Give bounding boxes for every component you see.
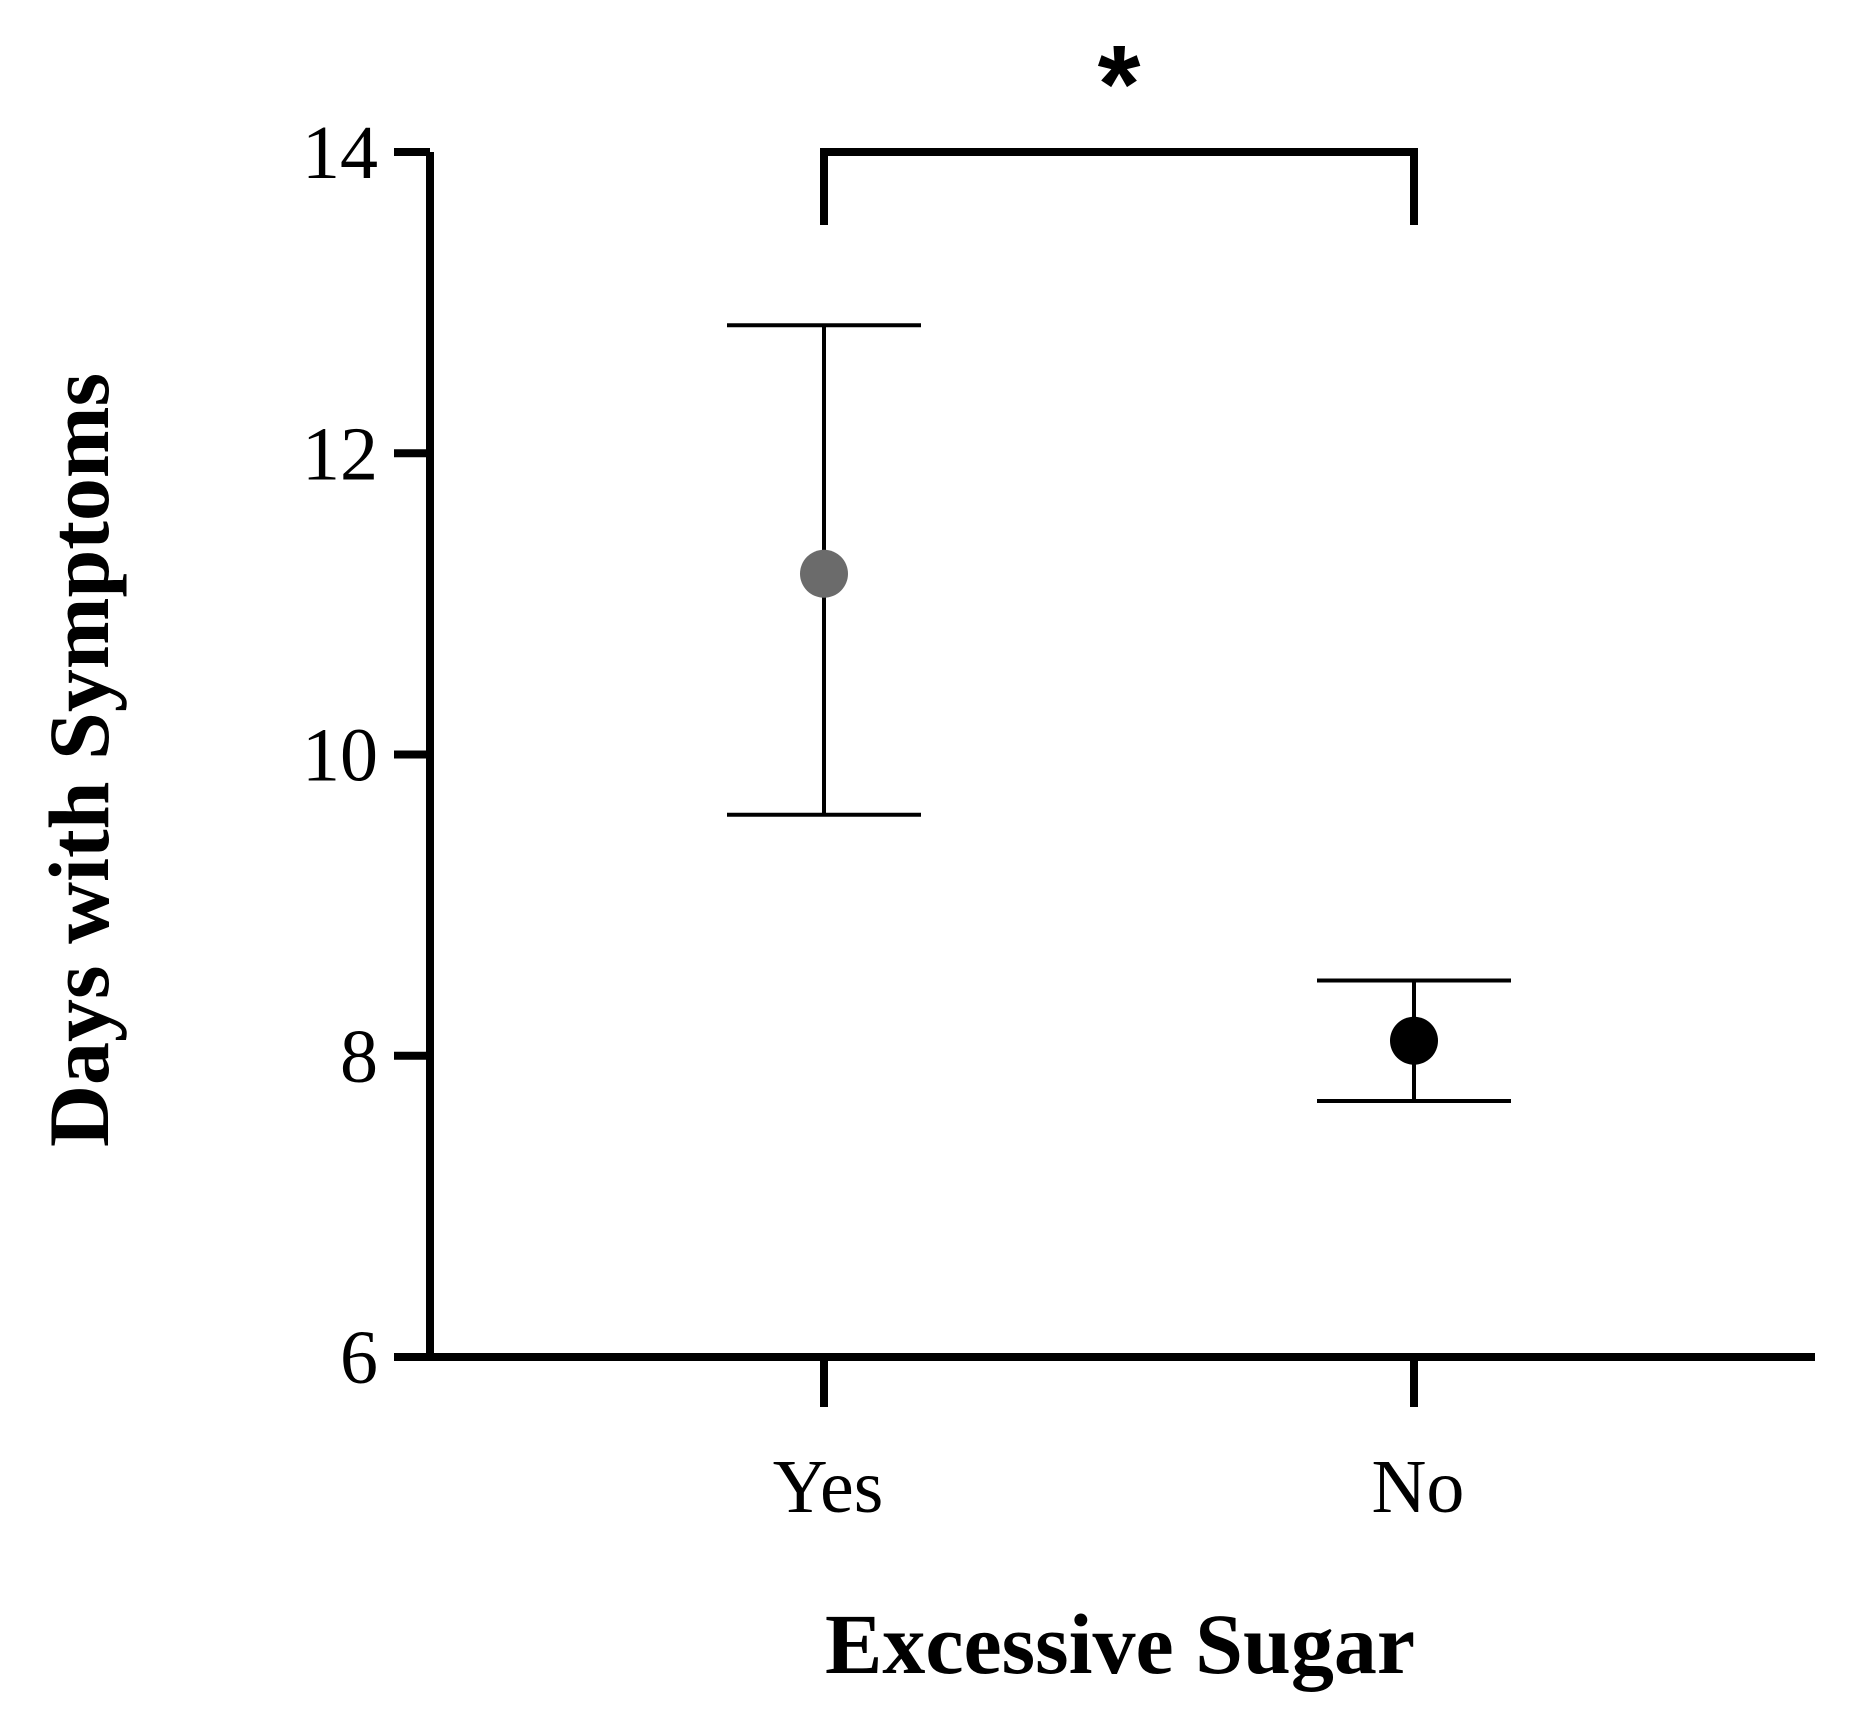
y-tick-label: 10	[302, 714, 378, 798]
y-tick-label: 6	[340, 1316, 378, 1400]
x-ticks: Yes No	[773, 1357, 1465, 1529]
y-tick-label: 14	[302, 111, 378, 195]
y-ticks: 6 8 10 12 14	[302, 111, 430, 1400]
axes	[426, 152, 1815, 1361]
x-tick-label: No	[1372, 1445, 1465, 1529]
significance-label: *	[1098, 23, 1141, 146]
x-axis-title: Excessive Sugar	[825, 1596, 1415, 1692]
y-axis-title: Days with Symptoms	[31, 373, 127, 1147]
y-tick-label: 8	[340, 1015, 378, 1099]
error-bars	[727, 323, 1511, 1103]
mean-point-yes	[800, 549, 848, 598]
significance-bracket: *	[820, 23, 1418, 225]
significance-bracket-line	[820, 148, 1418, 225]
x-tick-label: Yes	[773, 1445, 884, 1529]
mean-points	[800, 549, 1438, 1065]
mean-point-no	[1390, 1016, 1438, 1065]
y-tick-label: 12	[302, 412, 378, 496]
